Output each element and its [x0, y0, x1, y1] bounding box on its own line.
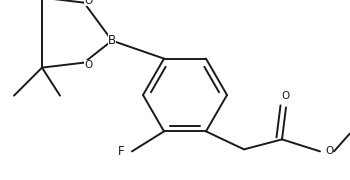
Text: O: O — [325, 146, 333, 156]
Text: O: O — [282, 91, 290, 101]
Text: F: F — [118, 145, 125, 158]
Text: O: O — [84, 0, 92, 6]
Text: O: O — [84, 60, 92, 70]
Text: B: B — [108, 34, 116, 47]
